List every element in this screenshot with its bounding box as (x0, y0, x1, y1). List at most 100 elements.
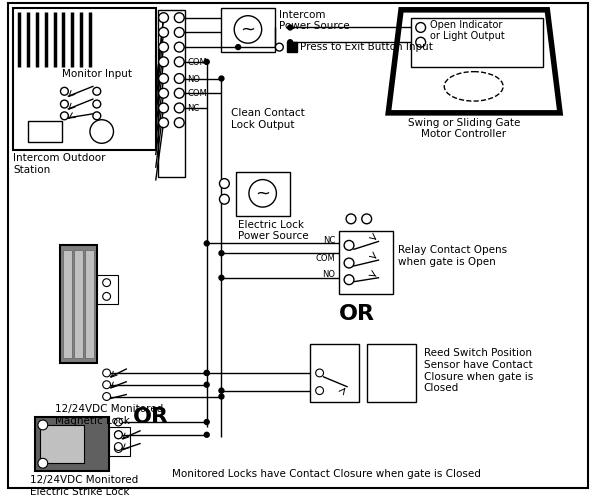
Text: Reed Switch Position
Sensor have Contact
Closure when gate is
Closed: Reed Switch Position Sensor have Contact… (424, 348, 533, 393)
Circle shape (60, 100, 69, 108)
Circle shape (175, 42, 184, 52)
Circle shape (93, 88, 101, 95)
Text: 12/24VDC Monitored
Magnetic Lock: 12/24VDC Monitored Magnetic Lock (55, 404, 163, 426)
Circle shape (234, 16, 262, 43)
Circle shape (219, 394, 224, 399)
Circle shape (219, 194, 229, 204)
Circle shape (159, 88, 169, 98)
Text: COM: COM (187, 58, 207, 67)
Circle shape (219, 178, 229, 188)
Text: Press to Exit Button Input: Press to Exit Button Input (300, 42, 433, 52)
Bar (411, 18, 544, 66)
Bar (310, 344, 359, 402)
Circle shape (316, 369, 324, 377)
Circle shape (204, 241, 209, 246)
Circle shape (114, 418, 122, 426)
Bar (74, 250, 83, 358)
Bar (287, 42, 297, 52)
Circle shape (38, 458, 48, 468)
Text: ~: ~ (240, 20, 256, 38)
Circle shape (416, 38, 426, 47)
Text: Monitored Locks have Contact Closure when gate is Closed: Monitored Locks have Contact Closure whe… (172, 469, 481, 479)
Circle shape (103, 278, 110, 286)
Circle shape (38, 420, 48, 430)
Circle shape (362, 214, 372, 224)
Circle shape (288, 25, 293, 30)
Circle shape (103, 392, 110, 400)
Circle shape (60, 112, 69, 120)
Circle shape (159, 103, 169, 113)
Circle shape (114, 444, 122, 452)
Circle shape (346, 214, 356, 224)
Circle shape (175, 118, 184, 128)
Circle shape (204, 60, 209, 64)
Circle shape (159, 74, 169, 84)
Circle shape (175, 74, 184, 84)
Circle shape (103, 381, 110, 388)
Circle shape (204, 420, 209, 424)
Circle shape (90, 120, 113, 144)
Bar (367, 344, 416, 402)
Text: Clean Contact
Lock Output: Clean Contact Lock Output (231, 108, 305, 130)
Text: Intercom Outdoor
Station: Intercom Outdoor Station (13, 153, 106, 174)
Circle shape (114, 431, 122, 438)
Text: COM: COM (315, 254, 336, 262)
Circle shape (204, 382, 209, 387)
Circle shape (159, 57, 169, 66)
Circle shape (344, 240, 354, 250)
Bar (222, 8, 275, 52)
Bar (13, 8, 156, 150)
Text: Relay Contact Opens
when gate is Open: Relay Contact Opens when gate is Open (398, 246, 507, 267)
Circle shape (175, 88, 184, 98)
Bar (40, 425, 84, 463)
Text: ~: ~ (255, 184, 270, 202)
Circle shape (159, 42, 169, 52)
Text: Monitor Input: Monitor Input (63, 68, 132, 78)
Circle shape (344, 258, 354, 268)
Text: Open Indicator
or Light Output: Open Indicator or Light Output (430, 20, 505, 41)
Bar (60, 246, 97, 363)
Circle shape (275, 43, 283, 51)
Circle shape (175, 13, 184, 22)
Polygon shape (388, 10, 560, 113)
Text: OR: OR (133, 408, 169, 428)
Circle shape (204, 370, 209, 376)
Bar (35, 417, 108, 471)
Bar (63, 250, 72, 358)
Text: NC: NC (323, 236, 336, 245)
Circle shape (93, 112, 101, 120)
Text: NO: NO (322, 270, 336, 280)
Circle shape (159, 13, 169, 22)
Text: OR: OR (339, 304, 375, 324)
Circle shape (103, 369, 110, 377)
Bar (339, 230, 393, 294)
Circle shape (416, 22, 426, 32)
Circle shape (316, 386, 324, 394)
Bar (158, 10, 185, 176)
Circle shape (219, 276, 224, 280)
Text: NC: NC (187, 104, 199, 113)
Circle shape (204, 432, 209, 437)
Text: Swing or Sliding Gate
Motor Controller: Swing or Sliding Gate Motor Controller (408, 118, 520, 140)
Circle shape (249, 180, 277, 207)
Circle shape (103, 292, 110, 300)
Circle shape (159, 28, 169, 38)
Circle shape (114, 431, 122, 438)
Circle shape (204, 370, 209, 376)
Bar (85, 250, 94, 358)
Circle shape (114, 442, 122, 450)
Circle shape (159, 118, 169, 128)
Text: Electric Lock
Power Source: Electric Lock Power Source (238, 220, 309, 242)
Bar (28, 120, 63, 142)
Text: NO: NO (187, 74, 200, 84)
Circle shape (235, 44, 241, 50)
Circle shape (60, 88, 69, 95)
Text: 12/24VDC Monitored
Electric Strike Lock: 12/24VDC Monitored Electric Strike Lock (30, 475, 138, 496)
Bar (97, 275, 119, 304)
Circle shape (288, 40, 293, 44)
Circle shape (219, 251, 224, 256)
Circle shape (344, 275, 354, 284)
Circle shape (93, 100, 101, 108)
Circle shape (219, 388, 224, 393)
Text: COM: COM (187, 90, 207, 98)
